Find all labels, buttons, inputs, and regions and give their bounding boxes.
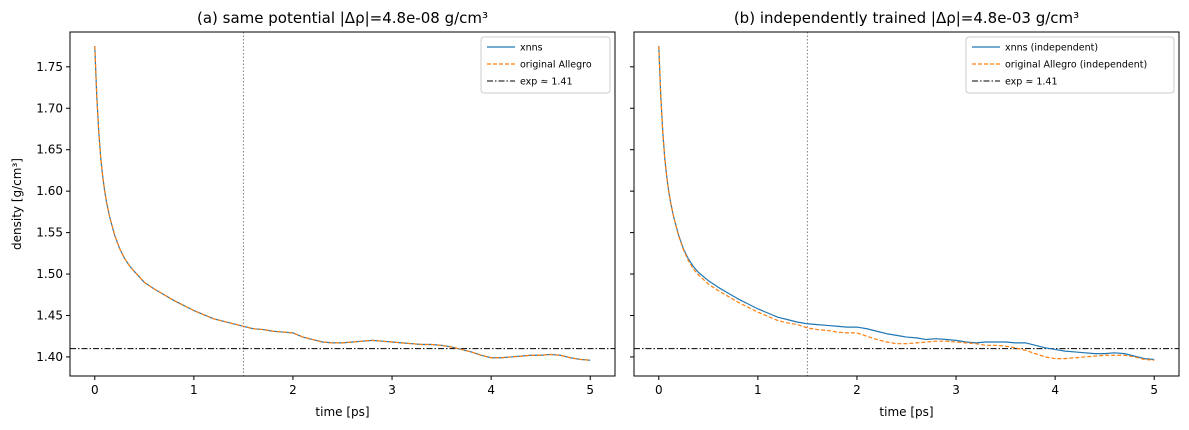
panel-b-ticks: 0 1 2 3 4 5 bbox=[630, 66, 1158, 397]
panel-a-x-tick-label: 3 bbox=[388, 383, 396, 397]
panel-a: (a) same potential |Δρ|=4.8e-08 g/cm³ 0 1… bbox=[10, 9, 616, 419]
panel-a-plot-area bbox=[70, 32, 615, 376]
panel-b-x-tick-label: 0 bbox=[655, 383, 663, 397]
panel-b-legend-label-allegro: original Allegro (independent) bbox=[1005, 60, 1147, 71]
panel-a-legend-label-allegro: original Allegro bbox=[520, 60, 592, 71]
panel-a-legend-label-xnns: xnns bbox=[520, 43, 543, 54]
panel-a-y-tick-label: 1.50 bbox=[36, 267, 63, 281]
panel-a-y-tick-label: 1.55 bbox=[36, 226, 63, 240]
panel-a-frame bbox=[69, 31, 616, 377]
panel-a-y-axis-label: density [g/cm³] bbox=[10, 158, 24, 250]
panel-b-frame bbox=[633, 31, 1180, 377]
panel-a-y-tick-label: 1.60 bbox=[36, 184, 63, 198]
panel-a-y-tick-label: 1.70 bbox=[36, 101, 63, 115]
panel-a-legend-label-exp: exp ≈ 1.41 bbox=[520, 77, 572, 88]
panel-a-title: (a) same potential |Δρ|=4.8e-08 g/cm³ bbox=[197, 9, 488, 27]
panel-b-legend: xnns (independent) original Allegro (ind… bbox=[965, 36, 1175, 94]
panel-b-x-tick-label: 3 bbox=[952, 383, 960, 397]
panel-b-x-tick-label: 2 bbox=[853, 383, 861, 397]
panel-b-plot-area bbox=[634, 32, 1179, 376]
panel-a-y-tick-label: 1.45 bbox=[36, 308, 63, 322]
panel-b-legend-label-exp: exp ≈ 1.41 bbox=[1005, 77, 1057, 88]
panel-b-legend-box bbox=[965, 36, 1175, 94]
panel-a-ticks: 0 1 2 3 4 5 1.40 1.45 1.50 1.55 1.60 1.65 1.70 1.75 bbox=[36, 60, 594, 397]
panel-b: (b) independently trained |Δρ|=4.8e-03 g… bbox=[630, 9, 1180, 419]
panel-b-series-allegro-line bbox=[658, 46, 1155, 361]
panel-a-x-tick-label: 4 bbox=[487, 383, 495, 397]
panel-a-series-allegro-line bbox=[94, 46, 591, 361]
panel-a-legend-box bbox=[480, 36, 611, 94]
panel-b-title: (b) independently trained |Δρ|=4.8e-03 g… bbox=[734, 9, 1079, 27]
panel-a-y-tick-label: 1.40 bbox=[36, 350, 63, 364]
panel-a-y-tick-label: 1.75 bbox=[36, 60, 63, 74]
panel-a-x-tick-label: 0 bbox=[91, 383, 99, 397]
panel-a-x-tick-label: 2 bbox=[289, 383, 297, 397]
panel-b-x-tick-label: 1 bbox=[754, 383, 762, 397]
panel-b-x-tick-label: 5 bbox=[1150, 383, 1158, 397]
panel-a-x-tick-label: 1 bbox=[190, 383, 198, 397]
panel-b-legend-label-xnns: xnns (independent) bbox=[1005, 43, 1098, 54]
panel-a-x-tick-label: 5 bbox=[586, 383, 594, 397]
panel-b-x-axis-label: time [ps] bbox=[879, 405, 933, 419]
panel-a-legend: xnns original Allegro exp ≈ 1.41 bbox=[480, 36, 611, 94]
panel-b-x-tick-label: 4 bbox=[1051, 383, 1059, 397]
panel-a-y-tick-label: 1.65 bbox=[36, 143, 63, 157]
panel-a-x-axis-label: time [ps] bbox=[315, 405, 369, 419]
